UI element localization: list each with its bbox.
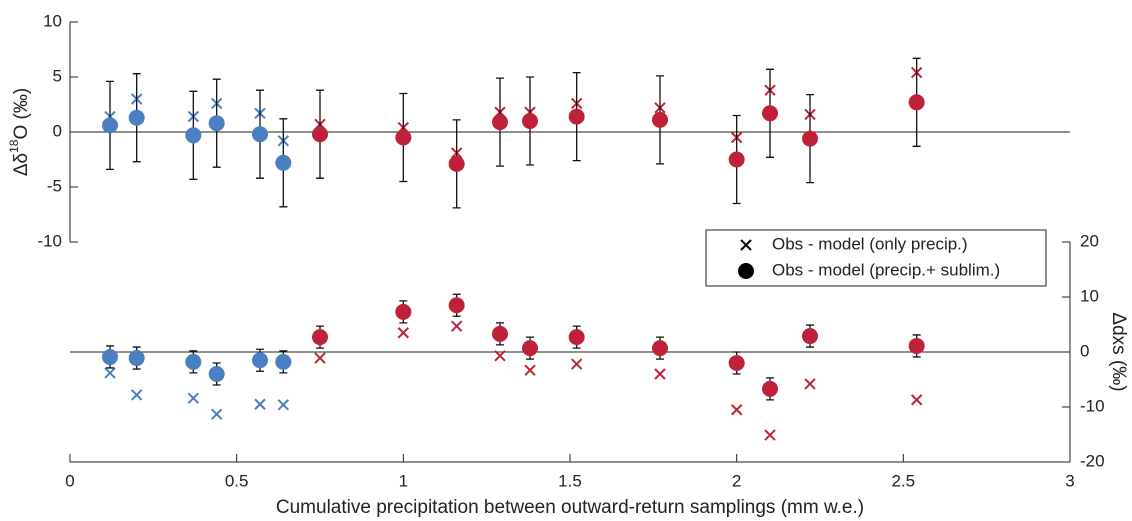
- cross-marker: [910, 394, 923, 406]
- x-tick-label: 3: [1065, 471, 1074, 490]
- circle-marker: [252, 352, 268, 369]
- circle-marker: [395, 129, 412, 146]
- circle-marker: [728, 355, 745, 371]
- y-label-superscript: 18: [7, 139, 21, 153]
- cross-marker: [494, 350, 506, 362]
- circle-marker: [728, 151, 745, 168]
- circle-marker: [128, 109, 145, 126]
- circle-marker: [128, 350, 145, 367]
- circle-marker: [568, 329, 585, 346]
- y2-tick-label: 0: [1080, 341, 1089, 360]
- circle-marker: [802, 130, 818, 147]
- circle-marker: [908, 337, 925, 354]
- legend-box: [705, 229, 1047, 287]
- circle-marker: [208, 366, 225, 382]
- circle-marker: [312, 329, 328, 346]
- cross-marker: [210, 408, 223, 420]
- circle-marker: [522, 113, 538, 129]
- x-tick-label: 2: [732, 471, 741, 490]
- legend-label: Obs - model (precip.+ sublim.): [772, 260, 1000, 279]
- cross-marker: [450, 320, 463, 332]
- circle-marker: [185, 353, 202, 370]
- circle-marker: [762, 105, 778, 122]
- legend-marker: [738, 263, 754, 279]
- circle-marker: [652, 340, 668, 357]
- cross-marker: [397, 327, 410, 339]
- cross-marker: [104, 367, 116, 379]
- cross-marker: [187, 392, 200, 404]
- circle-marker: [492, 325, 508, 342]
- x-tick-label: 2.5: [892, 471, 916, 490]
- y-label: Δδ18O (‰): [7, 88, 32, 176]
- circle-marker: [802, 328, 818, 345]
- y2-label: Δdxs (‰): [1108, 312, 1129, 391]
- y-label-part: O (‰): [11, 88, 32, 140]
- y2-tick-label: 10: [1080, 286, 1099, 305]
- x-label: Cumulative precipitation between outward…: [276, 497, 864, 518]
- circle-marker: [102, 117, 118, 134]
- circle-marker: [208, 115, 225, 132]
- y-tick-label: 5: [53, 66, 62, 85]
- circle-marker: [252, 126, 268, 143]
- circle-marker: [275, 353, 292, 370]
- circle-marker: [185, 127, 202, 144]
- cross-marker: [764, 429, 776, 441]
- x-tick-label: 1: [399, 471, 408, 490]
- cross-marker: [570, 358, 583, 370]
- cross-marker: [254, 398, 266, 410]
- y2-tick-label: 20: [1080, 231, 1099, 250]
- cross-marker: [524, 364, 536, 376]
- legend-label: Obs - model (only precip.): [772, 234, 968, 253]
- y-tick-label: -10: [37, 231, 62, 250]
- circle-marker: [568, 108, 585, 125]
- circle-marker: [492, 114, 508, 131]
- circle-marker: [312, 126, 328, 143]
- cross-marker: [654, 368, 666, 380]
- legend-marker: [740, 239, 752, 251]
- cross-marker: [314, 352, 326, 364]
- circle-marker: [448, 155, 465, 172]
- y2-tick-label: -20: [1080, 451, 1105, 470]
- y-tick-label: 0: [53, 121, 62, 140]
- cross-marker: [730, 404, 743, 416]
- cross-marker: [804, 378, 816, 390]
- y2-tick-label: -10: [1080, 396, 1105, 415]
- y-label-part: Δδ: [11, 153, 32, 176]
- circle-marker: [762, 380, 778, 397]
- circle-marker: [448, 297, 465, 314]
- y-tick-label: -5: [47, 176, 62, 195]
- x-tick-label: 0.5: [225, 471, 249, 490]
- circle-marker: [652, 111, 668, 128]
- x-tick-label: 0: [65, 471, 74, 490]
- y-tick-label: 10: [43, 11, 62, 30]
- cross-marker: [130, 389, 143, 401]
- circle-marker: [275, 154, 292, 171]
- cross-marker: [277, 399, 290, 411]
- circle-marker: [522, 340, 538, 357]
- circle-marker: [395, 303, 412, 320]
- circle-marker: [908, 94, 925, 111]
- circle-marker: [102, 348, 118, 365]
- x-tick-label: 1.5: [558, 471, 582, 490]
